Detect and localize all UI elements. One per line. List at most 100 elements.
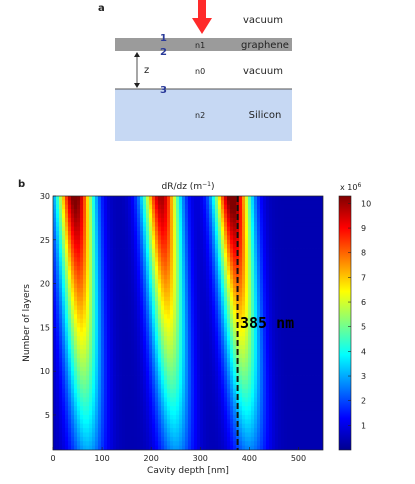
heatmap-cell bbox=[248, 344, 252, 350]
heatmap-cell bbox=[164, 323, 168, 328]
heatmap-cell bbox=[305, 200, 309, 206]
heatmap-cell bbox=[284, 349, 288, 355]
heatmap-cell bbox=[317, 314, 321, 320]
heatmap-cell bbox=[311, 222, 315, 228]
heatmap-cell bbox=[311, 375, 315, 381]
heatmap-cell bbox=[251, 274, 255, 280]
heatmap-cell bbox=[272, 401, 276, 407]
heatmap-cell bbox=[158, 226, 162, 232]
heatmap-cell bbox=[101, 261, 105, 267]
heatmap-cell bbox=[164, 252, 168, 258]
heatmap-cell bbox=[71, 379, 75, 385]
heatmap-cell bbox=[149, 287, 153, 293]
heatmap-cell bbox=[200, 209, 204, 214]
heatmap-cell bbox=[98, 301, 102, 306]
heatmap-cell bbox=[287, 279, 291, 284]
heatmap-cell bbox=[170, 222, 174, 228]
heatmap-cell bbox=[260, 274, 264, 280]
heatmap-cell bbox=[188, 235, 192, 241]
heatmap-cell bbox=[158, 314, 162, 320]
heatmap-cell bbox=[149, 375, 153, 381]
heatmap-cell bbox=[311, 257, 315, 263]
heatmap-cell bbox=[191, 414, 195, 420]
heatmap-cell bbox=[263, 266, 267, 271]
heatmap-cell bbox=[182, 375, 186, 381]
heatmap-cell bbox=[269, 292, 273, 298]
heatmap-cell bbox=[224, 323, 228, 328]
heatmap-cell bbox=[92, 432, 96, 438]
heatmap-cell bbox=[191, 309, 195, 315]
heatmap-cell bbox=[77, 204, 81, 210]
heatmap-cell bbox=[107, 419, 111, 425]
heatmap-cell bbox=[65, 393, 69, 398]
heatmap-cell bbox=[233, 196, 237, 201]
heatmap-cell bbox=[296, 279, 300, 284]
heatmap-cell bbox=[92, 436, 96, 442]
heatmap-cell bbox=[287, 366, 291, 372]
heatmap-cell bbox=[98, 318, 102, 324]
heatmap-cell bbox=[98, 336, 102, 341]
heatmap-cell bbox=[176, 200, 180, 206]
heatmap-cell bbox=[245, 314, 249, 320]
heatmap-cell bbox=[143, 379, 147, 385]
heatmap-cell bbox=[212, 235, 216, 241]
heatmap-cell bbox=[65, 309, 69, 315]
heatmap-cell bbox=[230, 287, 234, 293]
heatmap-cell bbox=[215, 279, 219, 284]
heatmap-cell bbox=[314, 204, 318, 210]
heatmap-cell bbox=[143, 266, 147, 271]
heatmap-cell bbox=[116, 314, 120, 320]
heatmap-cell bbox=[299, 296, 303, 302]
heatmap-cell bbox=[311, 318, 315, 324]
heatmap-cell bbox=[95, 414, 99, 420]
heatmap-cell bbox=[290, 410, 294, 416]
heatmap-cell bbox=[119, 200, 123, 206]
heatmap-cell bbox=[320, 375, 323, 381]
heatmap-cell bbox=[107, 340, 111, 346]
heatmap-cell bbox=[122, 410, 126, 416]
heatmap-cell bbox=[251, 331, 255, 337]
heatmap-cell bbox=[302, 244, 306, 249]
heatmap-cell bbox=[134, 393, 138, 398]
heatmap-cell bbox=[62, 261, 66, 267]
heatmap-cell bbox=[320, 213, 323, 219]
heatmap-cell bbox=[266, 327, 270, 333]
heatmap-cell bbox=[137, 344, 141, 350]
heatmap-cell bbox=[248, 401, 252, 407]
heatmap-cell bbox=[293, 231, 297, 236]
heatmap-cell bbox=[248, 252, 252, 258]
heatmap-cell bbox=[134, 366, 138, 372]
heatmap-cell bbox=[227, 419, 231, 425]
heatmap-cell bbox=[215, 305, 219, 311]
heatmap-cell bbox=[200, 314, 204, 320]
heatmap-cell bbox=[80, 336, 84, 341]
heatmap-cell bbox=[278, 432, 282, 438]
heatmap-cell bbox=[296, 397, 300, 403]
heatmap-cell bbox=[86, 436, 90, 442]
heatmap-cell bbox=[176, 371, 180, 376]
heatmap-cell bbox=[314, 384, 318, 390]
heatmap-cell bbox=[203, 252, 207, 258]
heatmap-cell bbox=[314, 231, 318, 236]
heatmap-cell bbox=[317, 432, 321, 438]
heatmap-cell bbox=[116, 401, 120, 407]
heatmap-cell bbox=[56, 235, 60, 241]
heatmap-cell bbox=[212, 375, 216, 381]
heatmap-cell bbox=[266, 410, 270, 416]
heatmap-cell bbox=[134, 318, 138, 324]
heatmap-cell bbox=[296, 375, 300, 381]
heatmap-cell bbox=[245, 414, 249, 420]
heatmap-cell bbox=[230, 362, 234, 368]
heatmap-cell bbox=[245, 336, 249, 341]
heatmap-cell bbox=[134, 239, 138, 245]
heatmap-cell bbox=[290, 353, 294, 359]
heatmap-cell bbox=[83, 314, 87, 320]
heatmap-cell bbox=[80, 270, 84, 276]
heatmap-cell bbox=[71, 266, 75, 271]
heatmap-cell bbox=[170, 283, 174, 289]
heatmap-cell bbox=[92, 379, 96, 385]
heatmap-cell bbox=[284, 231, 288, 236]
heatmap-cell bbox=[242, 318, 246, 324]
heatmap-cell bbox=[185, 379, 189, 385]
heatmap-cell bbox=[146, 305, 150, 311]
